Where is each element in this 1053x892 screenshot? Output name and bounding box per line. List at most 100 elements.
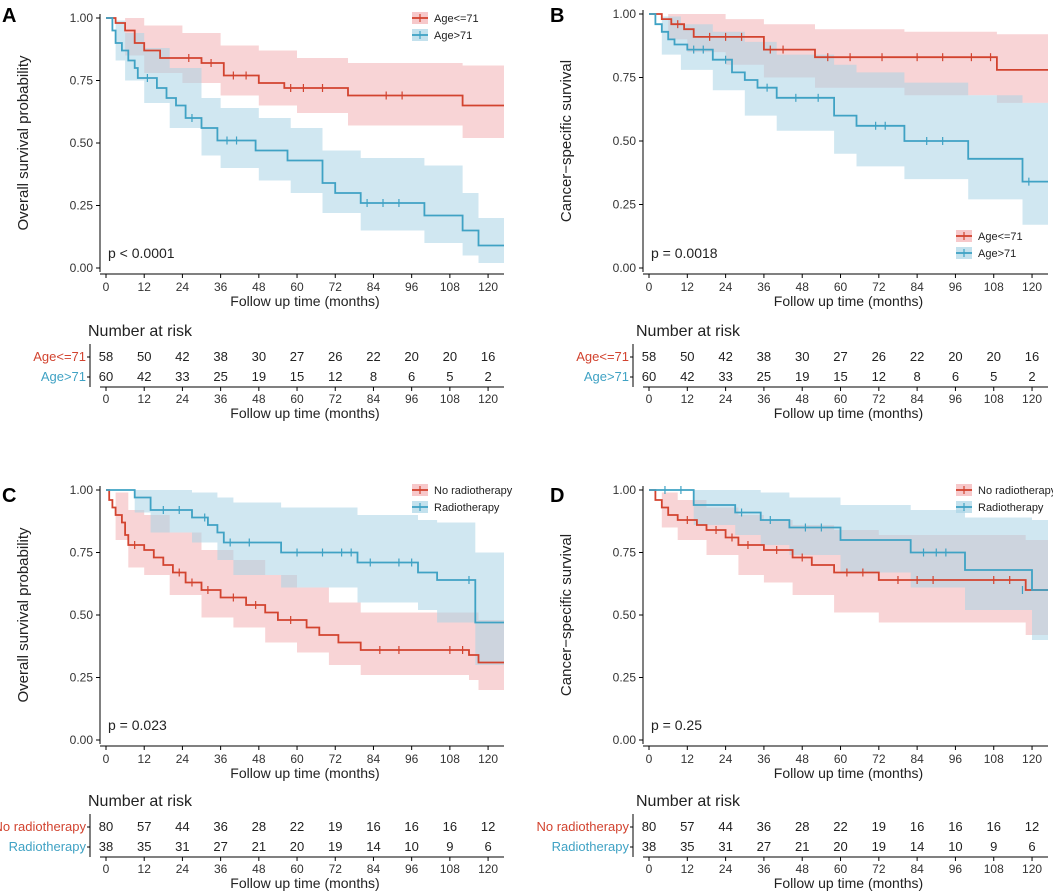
x-tick-label: 24 — [176, 752, 190, 766]
survival-line — [649, 13, 1048, 71]
risk-count: 33 — [718, 369, 732, 384]
risk-count: 26 — [872, 349, 886, 364]
risk-x-tick-label: 72 — [329, 392, 343, 406]
risk-count: 20 — [443, 349, 457, 364]
risk-count: 15 — [290, 369, 304, 384]
legend-label: Radiotherapy — [434, 502, 500, 514]
y-tick-label: 0.75 — [613, 546, 637, 560]
risk-x-axis-label: Follow up time (months) — [774, 875, 923, 891]
x-tick-label: 12 — [681, 752, 695, 766]
risk-count: 16 — [948, 819, 962, 834]
x-tick-label: 120 — [1022, 752, 1042, 766]
risk-x-tick-label: 108 — [440, 392, 460, 406]
risk-row-label: Radiotherapy — [552, 839, 630, 854]
risk-x-tick-label: 72 — [872, 862, 886, 876]
risk-count: 16 — [366, 819, 380, 834]
risk-count: 19 — [328, 839, 342, 854]
risk-row-label: No radiotherapy — [0, 819, 86, 834]
risk-count: 21 — [795, 839, 809, 854]
risk-x-tick-label: 96 — [949, 862, 963, 876]
x-tick-label: 12 — [138, 280, 152, 294]
risk-table-title: Number at risk — [88, 323, 193, 340]
legend: No radiotherapy Radiotherapy — [956, 484, 1053, 514]
x-tick-label: 72 — [329, 280, 343, 294]
risk-count: 16 — [443, 819, 457, 834]
risk-x-tick-label: 60 — [290, 862, 304, 876]
risk-count: 36 — [213, 819, 227, 834]
risk-count: 60 — [99, 369, 113, 384]
risk-count: 26 — [328, 349, 342, 364]
risk-count: 42 — [680, 369, 694, 384]
risk-x-tick-label: 36 — [757, 392, 771, 406]
risk-x-tick-label: 36 — [757, 862, 771, 876]
risk-x-tick-label: 0 — [103, 392, 110, 406]
risk-count: 38 — [99, 839, 113, 854]
risk-x-tick-label: 60 — [290, 392, 304, 406]
risk-count: 10 — [404, 839, 418, 854]
risk-count: 80 — [642, 819, 656, 834]
ci-band — [106, 490, 504, 665]
x-tick-label: 96 — [949, 752, 963, 766]
legend-label: Age<=71 — [434, 13, 479, 25]
risk-count: 15 — [833, 369, 847, 384]
risk-count: 6 — [1028, 839, 1035, 854]
legend-label: Age<=71 — [978, 231, 1023, 243]
x-tick-label: 108 — [440, 280, 460, 294]
x-tick-label: 36 — [757, 280, 771, 294]
risk-table-title: Number at risk — [636, 793, 741, 810]
x-tick-label: 108 — [440, 752, 460, 766]
risk-count: 27 — [290, 349, 304, 364]
risk-x-tick-label: 24 — [719, 862, 733, 876]
risk-count: 5 — [990, 369, 997, 384]
survival-line — [106, 489, 504, 624]
risk-x-axis-label: Follow up time (months) — [774, 405, 923, 421]
risk-count: 25 — [757, 369, 771, 384]
risk-count: 20 — [404, 349, 418, 364]
ci-band — [106, 18, 504, 138]
risk-table-title: Number at risk — [636, 323, 741, 340]
risk-x-tick-label: 60 — [834, 392, 848, 406]
risk-count: 14 — [910, 839, 924, 854]
legend-label: No radiotherapy — [434, 485, 513, 497]
risk-x-tick-label: 120 — [478, 862, 498, 876]
x-tick-label: 0 — [646, 280, 653, 294]
x-axis-label: Follow up time (months) — [230, 293, 379, 309]
risk-count: 5 — [446, 369, 453, 384]
x-tick-label: 84 — [367, 280, 381, 294]
risk-x-tick-label: 24 — [176, 862, 190, 876]
risk-count: 9 — [446, 839, 453, 854]
risk-x-tick-label: 0 — [646, 862, 653, 876]
x-tick-label: 0 — [103, 752, 110, 766]
risk-count: 14 — [366, 839, 380, 854]
x-tick-label: 72 — [329, 752, 343, 766]
y-tick-label: 0.75 — [613, 71, 637, 85]
y-tick-label: 0.00 — [613, 261, 637, 275]
risk-x-tick-label: 84 — [367, 392, 381, 406]
panel-a: A Overall survival probability 0.00 0.25 0.5… — [2, 5, 504, 421]
risk-x-tick-label: 36 — [214, 862, 228, 876]
risk-count: 22 — [833, 819, 847, 834]
x-tick-label: 108 — [984, 280, 1004, 294]
risk-count: 16 — [404, 819, 418, 834]
y-tick-label: 0.00 — [70, 261, 94, 275]
legend: Age<=71 Age>71 — [412, 12, 479, 42]
risk-x-tick-label: 48 — [252, 862, 266, 876]
y-axis-label: Cancer−specific survival — [558, 60, 575, 222]
risk-x-tick-label: 108 — [440, 862, 460, 876]
risk-count: 27 — [757, 839, 771, 854]
risk-count: 57 — [137, 819, 151, 834]
risk-count: 42 — [175, 349, 189, 364]
risk-row-label: Age>71 — [41, 369, 86, 384]
y-tick-label: 1.00 — [70, 11, 94, 25]
y-tick-label: 1.00 — [613, 483, 637, 497]
risk-count: 31 — [718, 839, 732, 854]
x-tick-label: 84 — [910, 280, 924, 294]
panel-label: B — [550, 5, 564, 27]
x-tick-label: 72 — [872, 752, 886, 766]
survival-line — [106, 17, 504, 247]
x-tick-label: 60 — [834, 752, 848, 766]
risk-count: 6 — [952, 369, 959, 384]
x-axis-label: Follow up time (months) — [774, 293, 923, 309]
risk-x-tick-label: 72 — [872, 392, 886, 406]
